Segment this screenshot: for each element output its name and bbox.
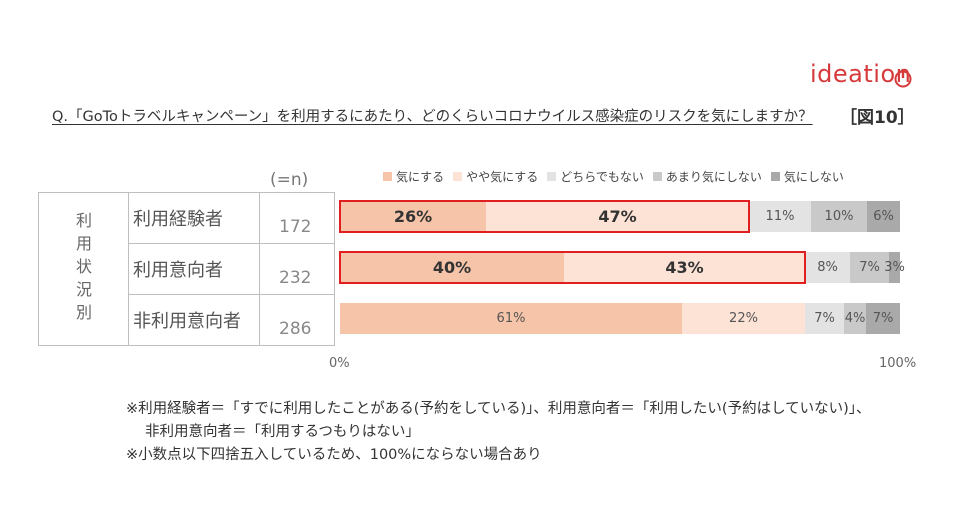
bar-segment: 3% (884, 252, 905, 283)
bar-row: 26% 47% 11% 10% 6% (340, 201, 900, 232)
bar-value-label: 8% (817, 260, 838, 275)
bar-segment: 7% (850, 252, 889, 283)
legend-item: やや気にする (453, 168, 538, 185)
bar-segment: 43% (564, 252, 805, 283)
column-divider (259, 193, 260, 243)
chart-legend: 気にする やや気にする どちらでもない あまり気にしない 気にしない (383, 168, 844, 185)
bar-segment: 10% (811, 201, 867, 232)
row-sample-size: 172 (279, 217, 312, 237)
legend-swatch (453, 172, 463, 181)
legend-item: あまり気にしない (652, 168, 762, 185)
footnote-line: ※利用経験者＝「すでに利用したことがある(予約をしている)」、利用意向者＝「利用… (126, 401, 871, 417)
legend-label: やや気にする (466, 170, 539, 184)
footnotes: ※利用経験者＝「すでに利用したことがある(予約をしている)」、利用意向者＝「利用… (126, 398, 871, 467)
legend-label: 気にする (396, 170, 445, 184)
legend-label: どちらでもない (560, 170, 644, 184)
bar-value-label: 40% (432, 258, 472, 277)
group-cell: 利用状況別 (39, 193, 129, 345)
survey-question: Q.「GoToトラベルキャンペーン」を利用するにあたり、どのくらいコロナウイルス… (52, 109, 813, 125)
bar-value-label: 43% (665, 258, 704, 277)
bar-value-label: 4% (844, 311, 866, 326)
bar-value-label: 10% (824, 209, 854, 224)
bar-value-label: 26% (393, 207, 433, 226)
bar-segment: 11% (749, 201, 811, 232)
bar-value-label: 47% (598, 207, 637, 226)
bar-segment: 8% (805, 252, 850, 283)
brand-name: ideation (810, 60, 912, 88)
table-row: 利用意向者 232 (129, 244, 334, 295)
bar-segment: 40% (340, 252, 564, 283)
highlight-box (339, 251, 806, 284)
footnote-line: 非利用意向者＝「利用するつもりはない」 (145, 424, 420, 440)
footnote-line: ※小数点以下四捨五入しているため、100%にならない場合あり (126, 447, 542, 463)
bar-value-label: 11% (765, 209, 795, 224)
legend-label: あまり気にしない (665, 170, 762, 184)
row-category-label: 利用意向者 (133, 260, 223, 281)
legend-swatch (652, 172, 662, 181)
bar-segment: 7% (866, 303, 900, 334)
bar-value-label: 7% (859, 260, 880, 275)
bar-segment: 6% (867, 201, 900, 232)
bar-value-label: 6% (873, 209, 894, 224)
column-divider (259, 295, 260, 345)
bar-value-label: 22% (729, 311, 758, 326)
legend-swatch (770, 172, 780, 181)
bar-row: 40% 43% 8% 7% 3% (340, 252, 905, 283)
legend-item: どちらでもない (547, 168, 644, 185)
power-icon (894, 69, 912, 88)
axis-min-label: 0% (329, 356, 350, 371)
bar-value-label: 7% (872, 311, 894, 326)
bar-segment: 7% (805, 303, 844, 334)
bar-row: 61% 22% 7% 4% 7% (340, 303, 900, 334)
legend-item: 気にする (383, 168, 444, 185)
legend-swatch (383, 172, 392, 181)
table-row: 非利用意向者 286 (129, 295, 334, 345)
n-header: (=n) (270, 170, 309, 190)
bar-value-label: 61% (496, 311, 526, 326)
category-table: 利用状況別 利用経験者 172 利用意向者 232 非利用意向者 286 (38, 192, 335, 346)
figure-label: ［図10］ (840, 108, 915, 128)
bar-value-label: 7% (814, 311, 835, 326)
row-category-label: 非利用意向者 (133, 311, 241, 332)
bar-segment: 4% (844, 303, 866, 334)
row-sample-size: 232 (279, 268, 312, 288)
legend-swatch (547, 172, 557, 181)
bar-segment: 26% (340, 201, 486, 232)
legend-item: 気にしない (770, 168, 844, 185)
column-divider (259, 244, 260, 294)
row-sample-size: 286 (279, 319, 312, 339)
axis-max-label: 100% (879, 356, 917, 371)
highlight-box (339, 200, 750, 233)
table-row: 利用経験者 172 (129, 193, 334, 244)
bar-value-label: 3% (884, 260, 905, 275)
bar-segment: 61% (340, 303, 682, 334)
row-category-label: 利用経験者 (133, 209, 223, 230)
bar-segment: 22% (682, 303, 805, 334)
legend-label: 気にしない (783, 170, 844, 184)
group-label: 利用状況別 (75, 211, 92, 322)
brand-logo: ideation (810, 60, 930, 92)
bar-segment: 47% (486, 201, 749, 232)
